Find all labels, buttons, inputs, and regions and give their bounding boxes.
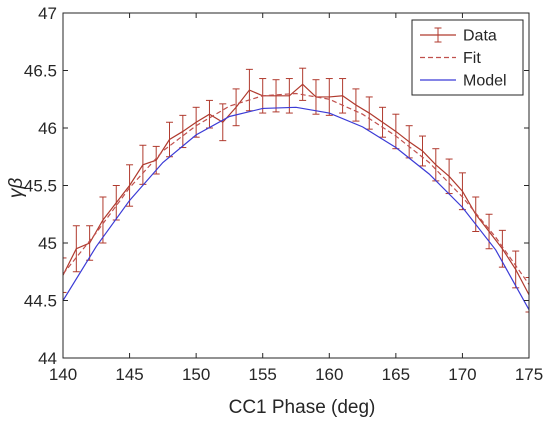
data-point (72, 225, 80, 273)
legend-item-data: Data (420, 27, 497, 45)
series-model-line (63, 106, 529, 310)
data-point (126, 164, 134, 207)
x-tick-label: 165 (382, 365, 410, 384)
legend: Data Fit Model (411, 19, 524, 96)
x-tick-label: 170 (448, 365, 476, 384)
x-tick-label: 145 (115, 365, 143, 384)
y-tick-label: 45 (38, 234, 57, 253)
x-tick-label: 140 (49, 365, 77, 384)
legend-item-model: Model (420, 73, 507, 90)
y-tick-label: 47 (38, 4, 57, 23)
legend-label: Data (463, 28, 497, 45)
data-point (325, 78, 333, 116)
axes-layer: 140 145 150 155 160 165 170 175 44 44.5 45 45.5 46 46… (24, 4, 543, 384)
x-tick-label: 160 (315, 365, 343, 384)
data-point (63, 257, 67, 293)
y-tick-label: 46 (38, 119, 57, 138)
y-axis-label: γβ (6, 178, 27, 199)
data-point (139, 144, 147, 185)
data-point (219, 103, 227, 142)
data-point (485, 213, 493, 250)
series-fit-line (63, 92, 529, 285)
data-point (418, 135, 426, 167)
legend-label: Model (463, 73, 507, 90)
data-point (525, 277, 529, 313)
x-tick-label: 175 (515, 365, 543, 384)
series-data-line (63, 83, 529, 296)
data-point (352, 88, 360, 122)
data-point (99, 196, 107, 244)
y-tick-label: 46.5 (24, 62, 57, 81)
data-point (312, 79, 320, 115)
data-point (232, 88, 240, 127)
plot-layer (63, 67, 529, 313)
x-axis-label: CC1 Phase (deg) (229, 397, 376, 418)
legend-item-fit: Fit (420, 50, 481, 67)
y-tick-label: 44.5 (24, 292, 57, 311)
y-tick-label: 44 (38, 349, 57, 368)
x-tick-label: 155 (249, 365, 277, 384)
data-point (112, 185, 120, 221)
x-tick-label: 150 (182, 365, 210, 384)
y-tick-label: 45.5 (24, 177, 57, 196)
plot-area (63, 67, 529, 313)
legend-label: Fit (463, 50, 481, 67)
data-point (512, 250, 520, 289)
data-point (472, 196, 480, 232)
data-point (272, 79, 280, 113)
data-point (339, 78, 347, 114)
